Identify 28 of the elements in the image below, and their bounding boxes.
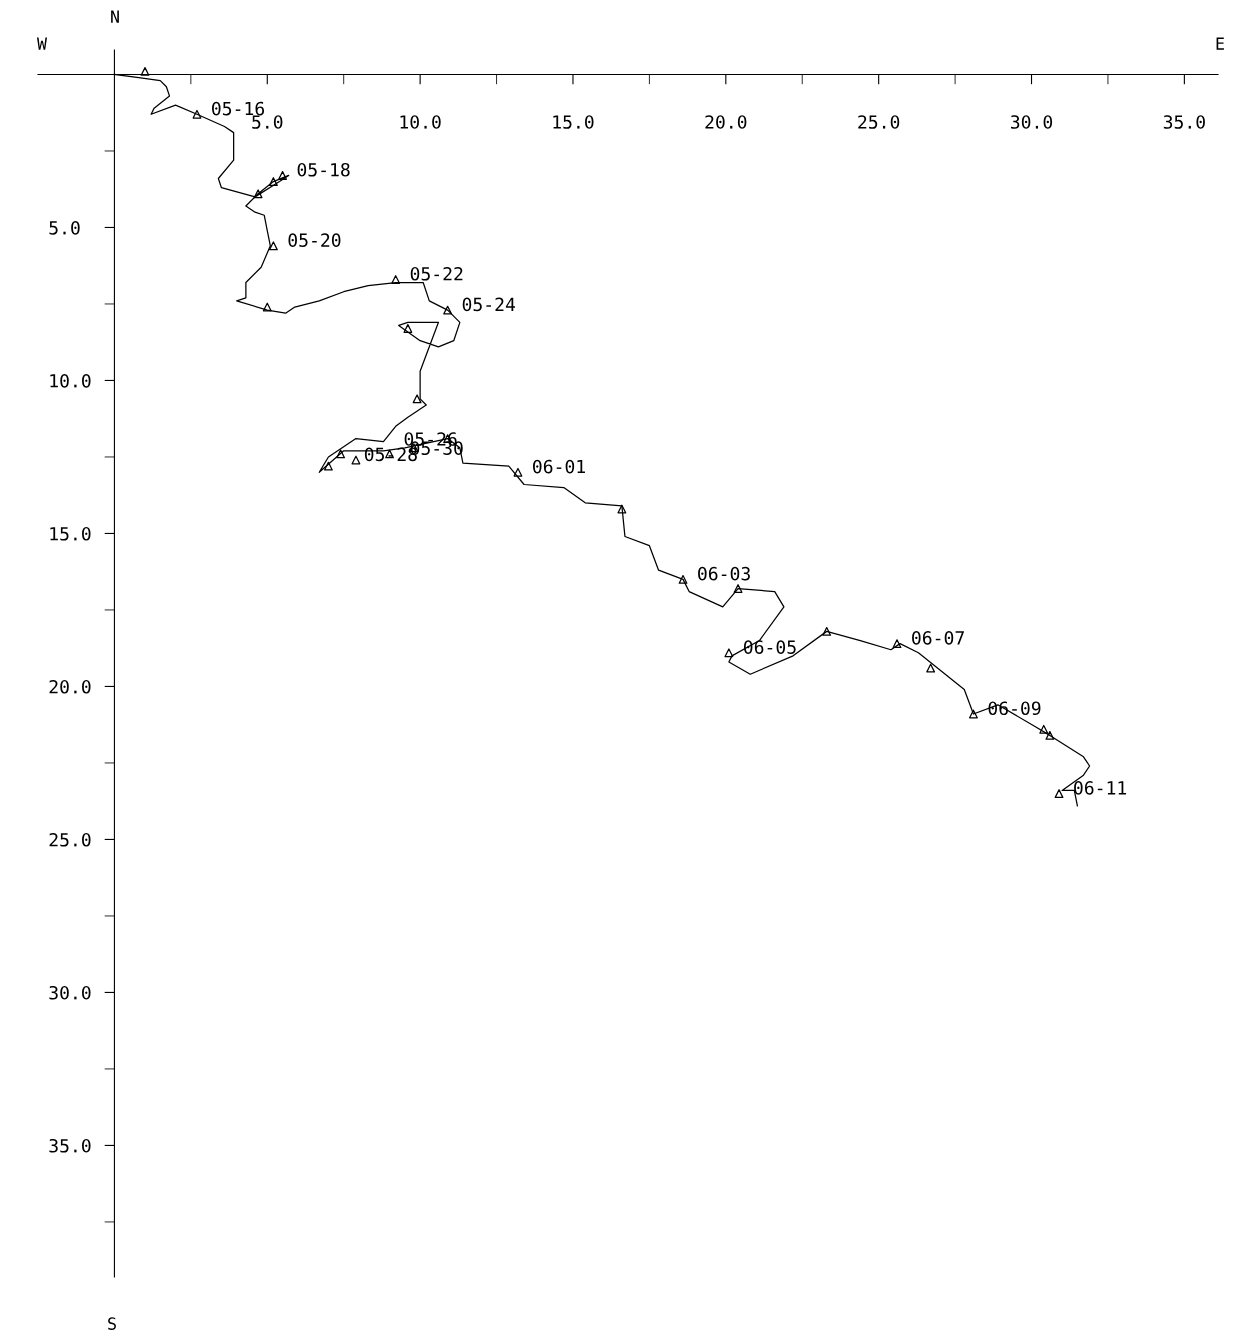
x-tick-label: 35.0 (1163, 115, 1205, 129)
x-tick-label: 5.0 (252, 115, 283, 129)
x-tick-label: 20.0 (705, 115, 747, 129)
x-tick-label: 15.0 (553, 115, 594, 129)
y-tick-label: 35.0 (49, 1138, 91, 1153)
annotation: 05-16 (212, 101, 265, 116)
annotation: 05-22 (410, 266, 463, 281)
x-tick-label: 10.0 (400, 115, 441, 129)
y-tick-label: 15.0 (50, 526, 91, 541)
annotation: 06-11 (1074, 781, 1127, 795)
text: W (36, 37, 48, 50)
annotation: 06-03 (698, 566, 750, 581)
annotation: 05-24 (462, 297, 516, 312)
x-tick-label: 25.0 (858, 115, 900, 129)
annotation: 06-05 (743, 640, 796, 654)
annotation: 05-18 (297, 162, 350, 177)
y-tick-label: 30.0 (49, 985, 91, 1000)
annotation: 06-07 (912, 631, 964, 645)
text: S (108, 1317, 116, 1330)
y-tick-label: 20.0 (49, 679, 91, 694)
x-tick-label: 30.0 (1010, 115, 1053, 129)
y-tick-label: 25.0 (49, 832, 91, 847)
y-tick-label: 10.0 (50, 373, 91, 388)
annotation: 06-01 (533, 459, 585, 474)
annotation: 05-20 (288, 233, 341, 247)
text: E (1216, 37, 1224, 50)
y-tick-label: 5.0 (49, 220, 80, 235)
text: N (111, 10, 119, 23)
